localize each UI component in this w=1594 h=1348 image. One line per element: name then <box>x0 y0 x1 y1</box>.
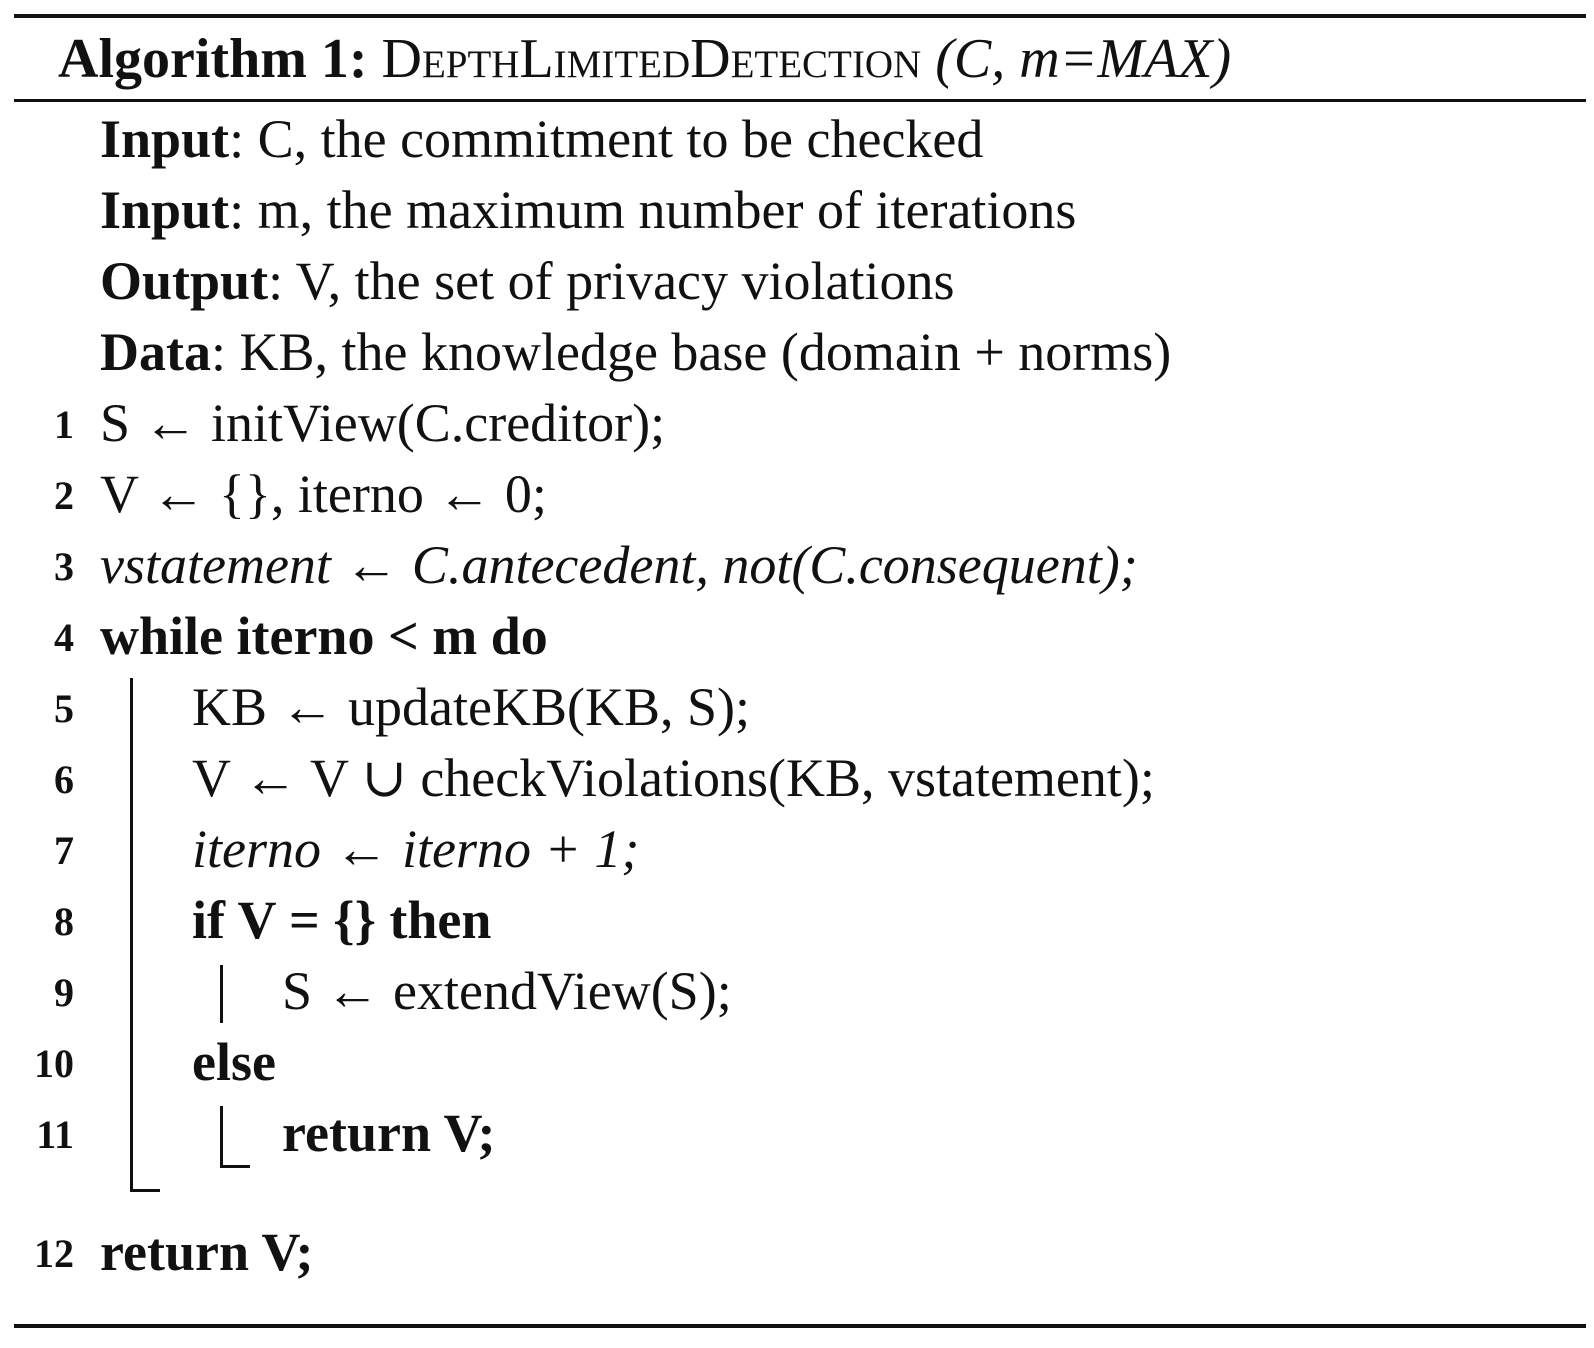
input-description: : C, the commitment to be checked <box>229 109 984 169</box>
line-number: 9 <box>54 970 74 1015</box>
code-line-1: S ← initView(C.creditor); <box>100 393 666 453</box>
code-line-10: else <box>192 1032 276 1092</box>
code-line-11: return V; <box>282 1103 496 1163</box>
code-line-5: KB ← updateKB(KB, S); <box>192 677 750 737</box>
code-line-6: V ← V ∪ checkViolations(KB, vstatement); <box>192 748 1155 808</box>
output-description: : V, the set of privacy violations <box>268 251 955 311</box>
output-keyword: Output <box>100 251 269 311</box>
output-line: Output: V, the set of privacy violations <box>100 248 955 314</box>
line-number: 1 <box>54 402 74 447</box>
header-rule <box>14 99 1586 102</box>
line-number: 12 <box>34 1231 74 1276</box>
else-block-bar <box>220 1106 223 1168</box>
bottom-rule <box>14 1324 1586 1328</box>
line-number: 4 <box>54 615 74 660</box>
algorithm-name: DepthLimitedDetection <box>381 28 922 90</box>
line-number: 6 <box>54 757 74 802</box>
code-line-7: iterno ← iterno + 1; <box>192 819 640 879</box>
data-description: : KB, the knowledge base (domain + norms… <box>210 322 1172 382</box>
line-number: 10 <box>34 1041 74 1086</box>
top-rule <box>14 14 1586 18</box>
then-block-bar <box>220 965 223 1023</box>
else-block-end <box>220 1165 250 1168</box>
line-number: 7 <box>54 828 74 873</box>
line-number: 5 <box>54 686 74 731</box>
while-block-bar <box>130 678 133 1192</box>
input-line-1: Input: C, the commitment to be checked <box>100 106 983 172</box>
while-block-end <box>130 1189 160 1192</box>
code-line-3: vstatement ← C.antecedent, not(C.consequ… <box>100 535 1138 595</box>
code-line-9: S ← extendView(S); <box>282 961 732 1021</box>
code-line-8: if V = {} then <box>192 890 492 950</box>
line-number: 3 <box>54 544 74 589</box>
input-description: : m, the maximum number of iterations <box>229 180 1077 240</box>
line-number: 11 <box>36 1112 74 1157</box>
code-line-2: V ← {}, iterno ← 0; <box>100 464 547 524</box>
algorithm-label: Algorithm 1: <box>58 28 368 90</box>
line-number: 2 <box>54 473 74 518</box>
input-keyword: Input <box>100 109 230 169</box>
line-number: 8 <box>54 899 74 944</box>
input-line-2: Input: m, the maximum number of iteratio… <box>100 177 1076 243</box>
data-keyword: Data <box>100 322 211 382</box>
algorithm-title: Algorithm 1: DepthLimitedDetection (C, m… <box>58 24 1231 94</box>
input-keyword: Input <box>100 180 230 240</box>
code-line-4: while iterno < m do <box>100 606 548 666</box>
data-line: Data: KB, the knowledge base (domain + n… <box>100 319 1171 385</box>
code-line-12: return V; <box>100 1222 314 1282</box>
algorithm-params: (C, m=MAX) <box>935 28 1232 90</box>
